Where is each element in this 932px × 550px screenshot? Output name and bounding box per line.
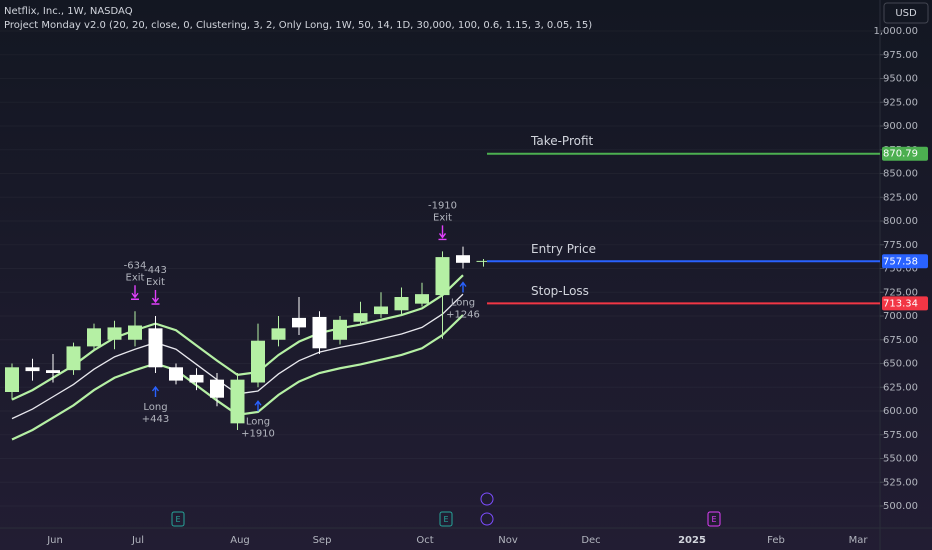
currency-button[interactable]: [883, 2, 929, 24]
annotation-text: -443: [144, 265, 167, 276]
level-price-label: 870.79: [883, 149, 918, 160]
x-tick-label: Feb: [767, 535, 785, 546]
x-tick-label: Nov: [498, 535, 518, 546]
x-tick-label: Jul: [131, 535, 144, 546]
candle-body: [169, 367, 183, 381]
indicator-label: Project Monday v2.0 (20, 20, close, 0, C…: [4, 20, 592, 31]
event-label: E: [175, 515, 180, 524]
currency-label[interactable]: USD: [895, 8, 917, 19]
y-tick-label: 850.00: [883, 169, 918, 180]
event-icon: [480, 492, 494, 506]
candle-body: [312, 316, 327, 349]
x-tick-label: Sep: [313, 535, 332, 546]
candle-body: [128, 325, 142, 340]
candle-body: [148, 328, 163, 368]
candle-body: [394, 297, 409, 311]
event-marker[interactable]: [439, 511, 453, 527]
annotation-text: Long: [143, 402, 167, 413]
level-name: Take-Profit: [530, 134, 594, 148]
event-label: E: [443, 515, 448, 524]
y-tick-label: 925.00: [883, 97, 918, 108]
candle-body: [435, 257, 450, 296]
y-tick-label: 900.00: [883, 121, 918, 132]
annotation-text: -1910: [428, 200, 457, 211]
event-label: E: [711, 515, 716, 524]
candle-body: [415, 294, 429, 304]
y-tick-label: 650.00: [883, 359, 918, 370]
y-tick-label: 775.00: [883, 240, 918, 251]
y-tick-label: 700.00: [883, 311, 918, 322]
x-tick-label: Aug: [230, 535, 250, 546]
candle-body: [353, 313, 368, 322]
annotation-text: +1910: [241, 428, 275, 439]
level-price-box: [882, 146, 928, 161]
y-tick-label: 800.00: [883, 216, 918, 227]
y-tick-label: 825.00: [883, 192, 918, 203]
exit-arrow: [131, 285, 139, 300]
annotation-text: Exit: [126, 272, 145, 283]
candle-body: [456, 255, 470, 263]
level-price-label: 757.58: [883, 256, 918, 267]
exit-arrow: [151, 290, 160, 305]
y-tick-label: 725.00: [883, 287, 918, 298]
long-arrow: [254, 400, 262, 412]
annotation-text: Exit: [433, 212, 452, 223]
y-tick-label: 500.00: [883, 501, 918, 512]
annotation-text: +1246: [446, 310, 480, 321]
candle-body: [230, 379, 245, 424]
candle-body: [107, 327, 122, 340]
candle-body: [476, 260, 491, 262]
y-tick-label: 525.00: [883, 477, 918, 488]
annotation-text: +443: [142, 414, 169, 425]
annotation-text: -634: [124, 260, 147, 271]
annotation-text: Long: [451, 298, 475, 309]
y-tick-label: 550.00: [883, 454, 918, 465]
y-tick-label: 575.00: [883, 430, 918, 441]
exit-arrow: [438, 225, 447, 241]
candle-body: [271, 328, 286, 340]
candle-body: [292, 317, 306, 328]
x-tick-label: Mar: [849, 535, 869, 546]
candle-body: [374, 306, 388, 315]
x-tick-label: Jun: [46, 535, 63, 546]
candle-body: [251, 340, 265, 383]
level-price-label: 713.34: [883, 298, 918, 309]
annotation-text: Long: [246, 416, 270, 427]
x-tick-label: 2025: [678, 535, 706, 546]
event-marker[interactable]: [171, 511, 185, 527]
long-arrow: [151, 385, 160, 397]
level-name: Stop-Loss: [531, 284, 589, 298]
y-tick-label: 625.00: [883, 382, 918, 393]
y-tick-label: 975.00: [883, 50, 918, 61]
event-marker[interactable]: [707, 511, 721, 527]
annotation-text: Exit: [146, 277, 165, 288]
level-price-box: [882, 254, 928, 269]
event-icon: [480, 512, 494, 526]
y-tick-label: 1,000.00: [873, 26, 918, 37]
y-tick-label: 950.00: [883, 74, 918, 85]
candle-body: [189, 374, 204, 383]
chart-title: Netflix, Inc., 1W, NASDAQ: [4, 6, 133, 17]
level-price-box: [882, 296, 928, 311]
candle-body: [66, 346, 81, 371]
y-tick-label: 750.00: [883, 264, 918, 275]
x-tick-label: Dec: [581, 535, 600, 546]
y-tick-label: 675.00: [883, 335, 918, 346]
candle-body: [5, 367, 19, 392]
candle-body: [87, 328, 101, 347]
candle-body: [333, 319, 347, 340]
candle-body: [210, 379, 224, 398]
long-arrow: [459, 281, 467, 293]
x-tick-label: Oct: [416, 535, 433, 546]
y-tick-label: 600.00: [883, 406, 918, 417]
candle-body: [46, 370, 60, 373]
candle-body: [25, 367, 40, 372]
level-name: Entry Price: [531, 242, 596, 256]
